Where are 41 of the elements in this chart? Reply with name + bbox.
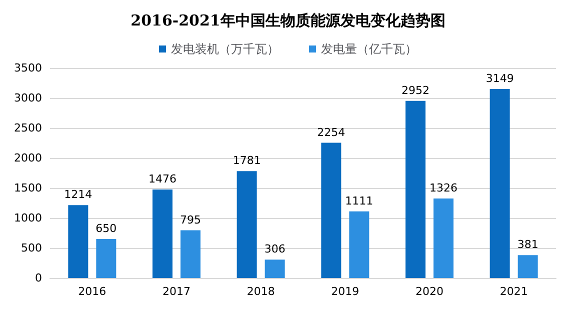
data-label: 795 [180,213,201,226]
x-tick-label: 2020 [416,285,444,298]
y-tick-label: 0 [35,272,42,284]
data-label: 3149 [486,72,514,86]
x-tick-label: 2017 [162,285,190,298]
legend-label: 发电量（亿千瓦） [321,42,417,56]
x-tick-label: 2021 [500,285,528,298]
y-tick-label: 3000 [14,92,42,104]
data-label: 2254 [317,126,346,139]
data-label: 1476 [148,172,176,186]
bar [152,189,172,278]
y-tick-label: 2000 [14,152,42,164]
data-label: 306 [264,242,286,256]
bar [490,89,510,278]
bar [264,260,285,278]
y-tick-label: 1000 [14,212,42,224]
y-tick-label: 1500 [14,182,42,194]
y-tick-label: 500 [21,242,42,254]
bar [434,198,454,278]
data-label: 650 [96,222,117,235]
bar [236,171,257,278]
data-label: 1111 [345,194,374,208]
bar [180,230,200,278]
data-label: 1781 [232,154,261,168]
bar [518,255,538,278]
data-label: 381 [517,238,538,252]
data-label: 1214 [64,188,92,202]
bar [68,205,88,278]
y-tick-label: 3500 [14,62,42,74]
x-tick-label: 2019 [331,285,360,298]
chart-title: 2016-2021年中国生物质能源发电变化趋势图 [130,12,446,30]
x-tick-label: 2018 [246,285,275,298]
data-label: 2952 [402,84,430,97]
bar [349,211,370,278]
bar [321,142,342,278]
bar [96,239,116,278]
x-tick-label: 2016 [78,285,106,298]
data-label: 1326 [430,181,458,194]
legend-label: 发电装机（万千瓦） [171,42,279,56]
y-tick-label: 2500 [14,122,42,134]
bar [406,100,426,278]
